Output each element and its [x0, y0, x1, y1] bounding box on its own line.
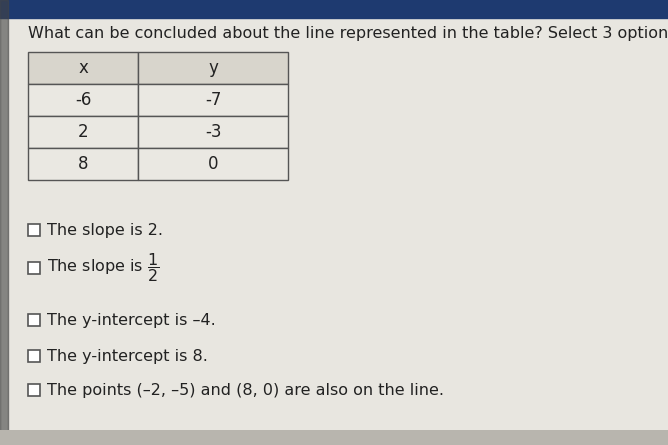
- Bar: [0, 430, 668, 445]
- Text: -7: -7: [205, 91, 221, 109]
- Bar: [28, 350, 40, 362]
- Bar: [28, 148, 138, 180]
- Text: -3: -3: [205, 123, 221, 141]
- Text: 8: 8: [77, 155, 88, 173]
- Bar: [28, 262, 40, 274]
- Bar: [138, 148, 288, 180]
- Bar: [0, 0, 668, 18]
- Bar: [28, 52, 138, 84]
- Bar: [138, 84, 288, 116]
- Bar: [28, 314, 40, 326]
- Text: The y-intercept is –4.: The y-intercept is –4.: [47, 312, 216, 328]
- Text: 0: 0: [208, 155, 218, 173]
- Bar: [28, 84, 138, 116]
- Text: The slope is 2.: The slope is 2.: [47, 222, 163, 238]
- Text: The y-intercept is 8.: The y-intercept is 8.: [47, 348, 208, 364]
- Text: The points (–2, –5) and (8, 0) are also on the line.: The points (–2, –5) and (8, 0) are also …: [47, 383, 444, 397]
- Text: The slope is $\dfrac{1}{2}$: The slope is $\dfrac{1}{2}$: [47, 251, 160, 284]
- Bar: [28, 224, 40, 236]
- Text: 2: 2: [77, 123, 88, 141]
- Bar: [138, 52, 288, 84]
- Bar: [0, 0, 8, 445]
- Bar: [28, 116, 138, 148]
- Text: What can be concluded about the line represented in the table? Select 3 options.: What can be concluded about the line rep…: [28, 26, 668, 41]
- Text: y: y: [208, 59, 218, 77]
- Text: -6: -6: [75, 91, 92, 109]
- Text: x: x: [78, 59, 88, 77]
- Bar: [28, 384, 40, 396]
- Bar: [138, 116, 288, 148]
